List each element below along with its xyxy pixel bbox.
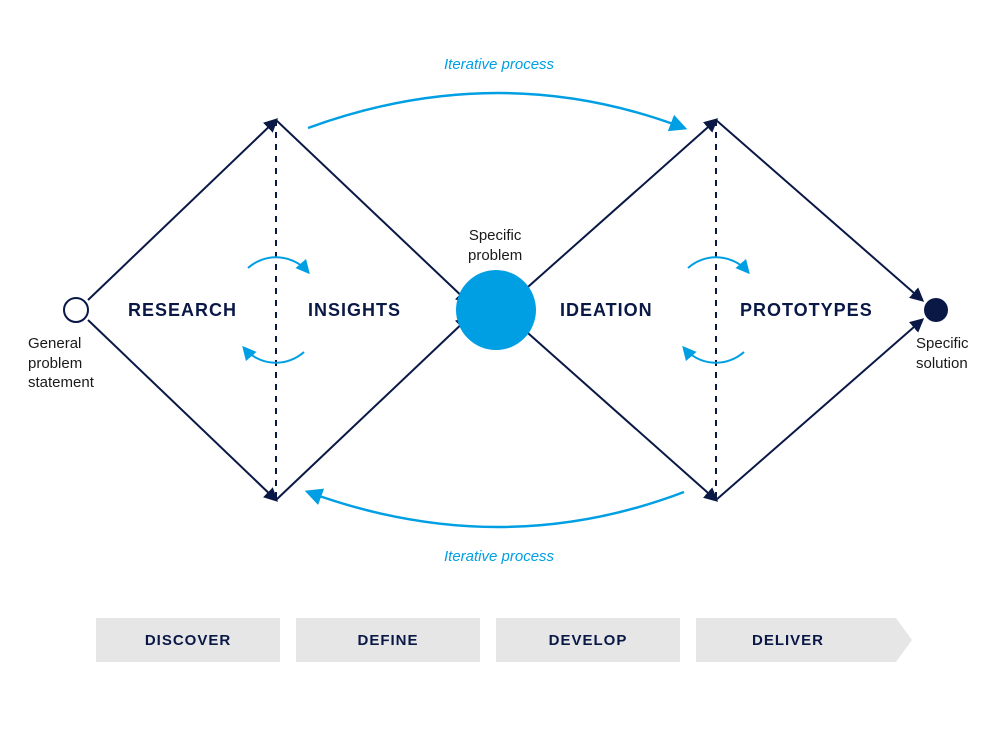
phase-define: DEFINE bbox=[296, 618, 480, 662]
start-node-label: Generalproblemstatement bbox=[28, 334, 94, 393]
label-research: RESEARCH bbox=[128, 300, 237, 321]
cycle-arrows-1 bbox=[244, 257, 308, 362]
end-node-label: Specificsolution bbox=[916, 334, 969, 373]
phase-row: DISCOVER DEFINE DEVELOP DELIVER bbox=[96, 618, 896, 662]
iterative-top-label: Iterative process bbox=[444, 56, 554, 73]
phase-deliver: DELIVER bbox=[696, 618, 896, 662]
end-node bbox=[924, 298, 948, 322]
phase-develop: DEVELOP bbox=[496, 618, 680, 662]
start-node bbox=[64, 298, 88, 322]
iterative-bottom-label: Iterative process bbox=[444, 548, 554, 565]
label-ideation: IDEATION bbox=[560, 300, 653, 321]
label-prototypes: PROTOTYPES bbox=[740, 300, 873, 321]
label-insights: INSIGHTS bbox=[308, 300, 401, 321]
phase-discover: DISCOVER bbox=[96, 618, 280, 662]
center-node bbox=[456, 270, 536, 350]
cycle-arrows-2 bbox=[684, 257, 748, 362]
double-diamond-canvas: RESEARCH INSIGHTS IDEATION PROTOTYPES Ge… bbox=[0, 0, 1000, 729]
center-node-label: Specificproblem bbox=[468, 226, 522, 265]
